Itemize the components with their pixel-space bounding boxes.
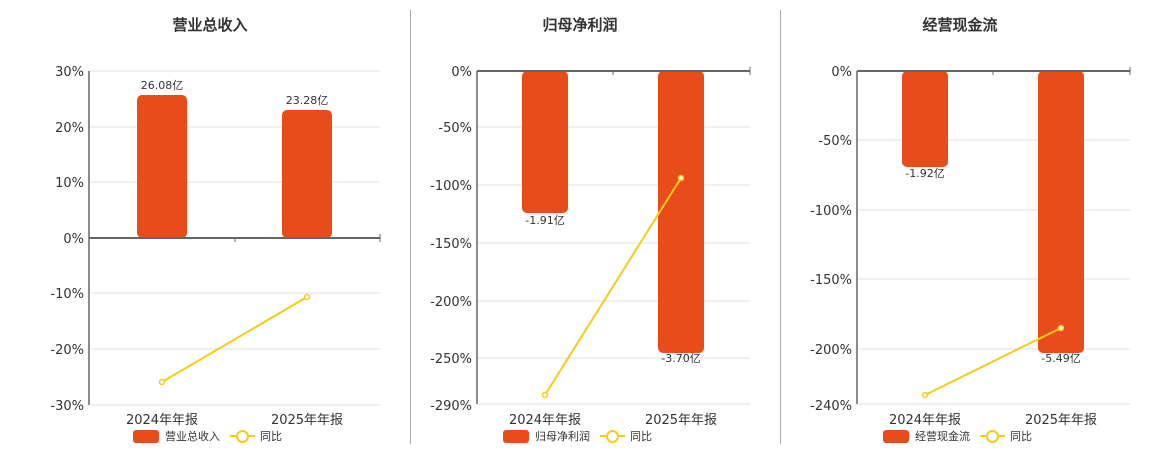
x-label: 2024年年报: [509, 413, 581, 428]
legend-line-label[interactable]: 同比: [260, 430, 282, 443]
chart-plot: 30% 20% 10% 0% -10% -20% -30% 26.08亿 23.…: [50, 65, 381, 428]
x-label: 2025年年报: [1025, 413, 1097, 428]
bar-2025[interactable]: [1038, 71, 1084, 353]
y-tick: -50%: [818, 134, 852, 149]
legend-bar-swatch[interactable]: [133, 429, 159, 443]
y-tick: -100%: [430, 179, 472, 194]
chart-title: 归母净利润: [542, 16, 618, 34]
y-tick: -20%: [50, 343, 84, 358]
yoy-point[interactable]: [1057, 324, 1065, 332]
bar-label: 26.08亿: [141, 79, 184, 92]
y-tick: -200%: [430, 295, 472, 310]
bar-label: -3.70亿: [661, 352, 700, 365]
legend-bar-label[interactable]: 营业总收入: [165, 430, 220, 443]
y-tick: -50%: [438, 121, 472, 136]
x-label: 2025年年报: [271, 413, 343, 428]
y-tick: 20%: [55, 121, 84, 136]
y-tick: -150%: [810, 273, 852, 288]
legend-bar-swatch[interactable]: [883, 429, 909, 443]
legend-line-label[interactable]: 同比: [1010, 430, 1032, 443]
y-tick: 0%: [831, 65, 852, 80]
legend: 经营现金流 同比: [883, 428, 1032, 444]
chart-title: 经营现金流: [922, 16, 998, 34]
y-tick: 0%: [451, 65, 472, 80]
chart-panel-net-profit: 归母净利润 0% -50% -100% -150% -200% -250% -2…: [430, 16, 751, 444]
y-tick: -150%: [430, 237, 472, 252]
y-tick: -200%: [810, 343, 852, 358]
chart-panel-revenue: 营业总收入 30% 20% 10% 0% -10% -20% -30% 26.0…: [0, 0, 410, 450]
bar-2024[interactable]: [902, 71, 948, 167]
y-tick: -100%: [810, 204, 852, 219]
y-tick: 30%: [55, 65, 84, 80]
panel-divider: [780, 10, 781, 444]
legend: 归母净利润 同比: [503, 428, 652, 444]
yoy-line: [924, 327, 1062, 396]
y-tick: -290%: [430, 399, 472, 414]
legend-bar-swatch[interactable]: [503, 429, 529, 443]
x-label: 2024年年报: [889, 413, 961, 428]
legend-bar-label[interactable]: 归母净利润: [535, 430, 590, 443]
legend-bar-label[interactable]: 经营现金流: [915, 430, 970, 443]
bar-2024[interactable]: [137, 95, 187, 238]
panel-divider: [410, 10, 411, 444]
x-label: 2024年年报: [126, 413, 198, 428]
legend-line-label[interactable]: 同比: [630, 430, 652, 443]
y-tick: -240%: [810, 399, 852, 414]
y-tick: -250%: [430, 352, 472, 367]
bar-label: 23.28亿: [286, 94, 329, 107]
yoy-point[interactable]: [158, 378, 166, 386]
legend-line-icon[interactable]: [600, 429, 625, 443]
bar-2024[interactable]: [522, 71, 568, 213]
chart-plot: 0% -50% -100% -150% -200% -250% -290% -1…: [430, 65, 751, 428]
y-tick: -30%: [50, 399, 84, 414]
chart-title: 营业总收入: [172, 16, 248, 34]
bar-2025[interactable]: [282, 110, 332, 238]
bar-label: -5.49亿: [1041, 352, 1080, 365]
bar-2025[interactable]: [658, 71, 704, 353]
bar-label: -1.91亿: [525, 214, 564, 227]
yoy-point[interactable]: [921, 391, 929, 399]
yoy-point[interactable]: [303, 293, 311, 301]
yoy-line: [544, 177, 682, 396]
y-tick: 10%: [55, 176, 84, 191]
y-tick: -10%: [50, 287, 84, 302]
y-tick: 0%: [63, 232, 84, 247]
legend-line-icon[interactable]: [980, 429, 1005, 443]
yoy-point[interactable]: [677, 174, 685, 182]
yoy-line: [161, 296, 308, 383]
legend: 营业总收入 同比: [133, 428, 282, 444]
legend-line-icon[interactable]: [230, 429, 255, 443]
yoy-point[interactable]: [541, 391, 549, 399]
bar-label: -1.92亿: [905, 167, 944, 180]
x-label: 2025年年报: [645, 413, 717, 428]
